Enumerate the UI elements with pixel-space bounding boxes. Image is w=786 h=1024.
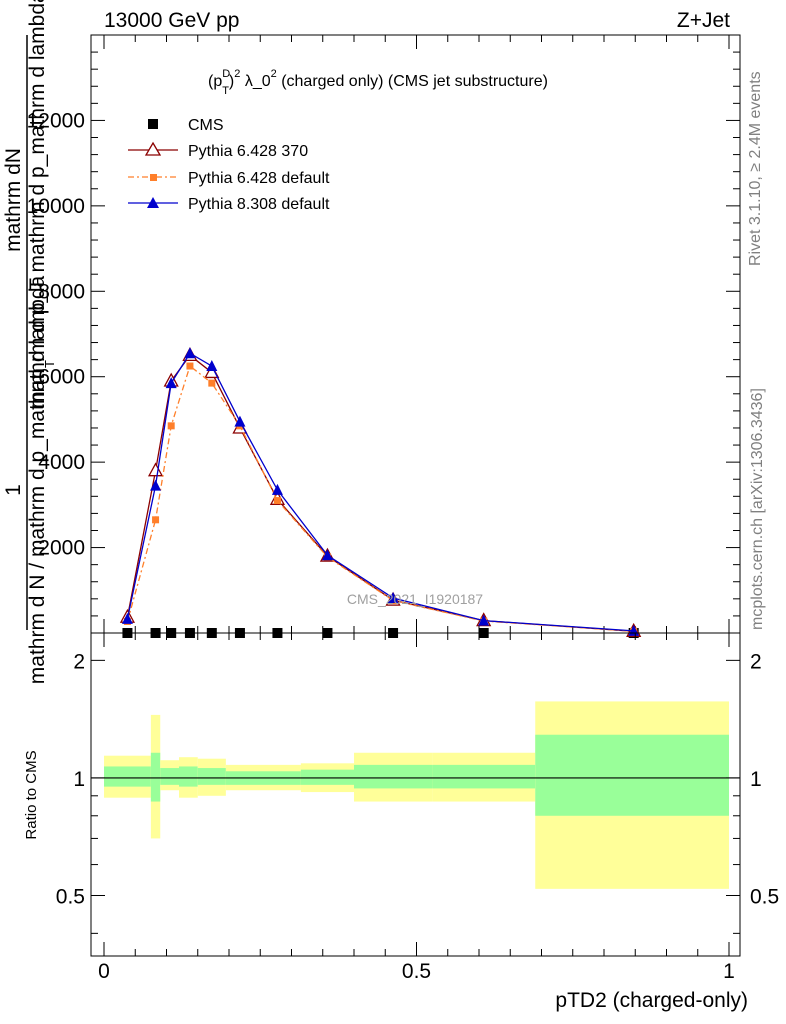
- legend-entry-cms: CMS: [148, 117, 224, 134]
- series-point-3: [478, 614, 490, 626]
- main-y-tick-label: 10000: [27, 195, 85, 218]
- legend-marker-pythia8-default: [147, 197, 159, 208]
- legend-entry-pythia6-370: Pythia 6.428 370: [128, 141, 308, 160]
- legend-label-pythia6-default: Pythia 6.428 default: [188, 170, 330, 187]
- series-point-2: [167, 422, 175, 430]
- series-line-2: [126, 364, 634, 632]
- y-label-subscript: T: [42, 360, 57, 368]
- series-point-3: [184, 347, 196, 359]
- ratio-panel: 0.5 0.5 1 1 2 2 0 0.5 1: [56, 632, 779, 983]
- legend-label-pythia8-default: Pythia 8.308 default: [188, 196, 330, 213]
- ratio-y-label: Ratio to CMS: [23, 750, 40, 839]
- x-tick-label: 0.5: [402, 960, 431, 983]
- main-y-tick-label: 12000: [27, 109, 85, 132]
- x-tick-label: 1: [723, 960, 735, 983]
- ratio-y-tick-label: 2: [73, 650, 85, 673]
- series-point-2: [273, 497, 281, 505]
- ratio-band-inner: [197, 768, 226, 785]
- legend-entry-pythia6-default: Pythia 6.428 default: [128, 170, 330, 187]
- series-point-3: [321, 549, 333, 561]
- main-y-ticks: 2000 4000 6000 8000 10000 12000: [27, 35, 740, 633]
- series-point-2: [186, 362, 194, 370]
- main-y-tick-label: 6000: [38, 366, 85, 389]
- ratio-band-inner: [150, 752, 161, 802]
- series-point-3: [165, 377, 177, 389]
- y-label-one: 1: [2, 484, 25, 496]
- legend-label-pythia6-370: Pythia 6.428 370: [188, 143, 308, 160]
- y-label-main-overlay: mathrm d p_T mathrm d p_mathrm d lambda: [26, 0, 49, 409]
- mcplots-credit: mcplots.cern.ch [arXiv:1306.3436]: [749, 388, 766, 630]
- rivet-version: Rivet 3.1.10, ≥ 2.4M events: [747, 71, 764, 266]
- ratio-y-tick-label-right: 0.5: [750, 886, 779, 909]
- ratio-band-inner: [160, 768, 179, 785]
- ratio-y-tick-label: 0.5: [56, 886, 85, 909]
- series-point-3: [387, 591, 399, 603]
- series-point-3: [234, 415, 246, 427]
- header-energy: 13000 GeV pp: [104, 9, 239, 32]
- ratio-band-inner: [104, 766, 151, 787]
- ratio-bands: [104, 701, 729, 889]
- main-y-tick-label: 2000: [38, 537, 85, 560]
- ratio-y-tick-label-right: 1: [750, 768, 762, 791]
- ratio-band-inner: [354, 764, 433, 789]
- series-point-2: [208, 379, 216, 387]
- series-point-3: [206, 360, 218, 372]
- y-label-numerator: mathrm dN: [2, 148, 25, 252]
- ratio-band-inner: [179, 766, 198, 787]
- legend: CMS Pythia 6.428 370 Pythia 6.428 defaul…: [128, 117, 330, 213]
- main-panel: 2000 4000 6000 8000 10000 12000 CMS_2021_I192…: [27, 34, 741, 638]
- legend-entry-pythia8-default: Pythia 8.308 default: [128, 196, 330, 213]
- main-y-tick-label: 4000: [38, 451, 85, 474]
- y-label-main: mathrm d N / mathrm d p_mathrm d lambda: [26, 275, 49, 684]
- series-point-3: [150, 479, 162, 491]
- ratio-ticks: 0.5 0.5 1 1 2 2 0 0.5 1: [56, 633, 779, 983]
- legend-marker-pythia6-default: [150, 174, 157, 181]
- legend-label-cms: CMS: [188, 117, 224, 134]
- watermark: CMS_2021_I1920187: [347, 591, 483, 607]
- legend-marker-pythia6-370: [144, 141, 162, 156]
- ratio-y-tick-label: 1: [73, 768, 85, 791]
- x-axis-label: pTD2 (charged-only): [555, 989, 748, 1012]
- ratio-band-inner: [300, 769, 354, 785]
- main-y-tick-label: 8000: [38, 280, 85, 303]
- header-process: Z+Jet: [677, 9, 730, 32]
- series-point-3: [121, 612, 133, 624]
- ratio-band-inner: [432, 764, 536, 789]
- series-point-1: [147, 462, 164, 477]
- ratio-y-tick-label-right: 2: [750, 650, 762, 673]
- main-y-label: mathrm dN 1 mathrm d p_T mathrm d p_math…: [2, 0, 57, 684]
- series-point-2: [152, 516, 160, 524]
- series-line-3: [126, 352, 634, 632]
- ratio-frame: [90, 632, 741, 957]
- ratio-band-inner: [535, 734, 729, 816]
- series-point-3: [271, 483, 283, 495]
- x-tick-label: 0: [98, 960, 110, 983]
- legend-marker-cms: [148, 119, 158, 129]
- chart-title: (pD T)2 λ_02 (charged only) (CMS jet subs…: [208, 68, 548, 97]
